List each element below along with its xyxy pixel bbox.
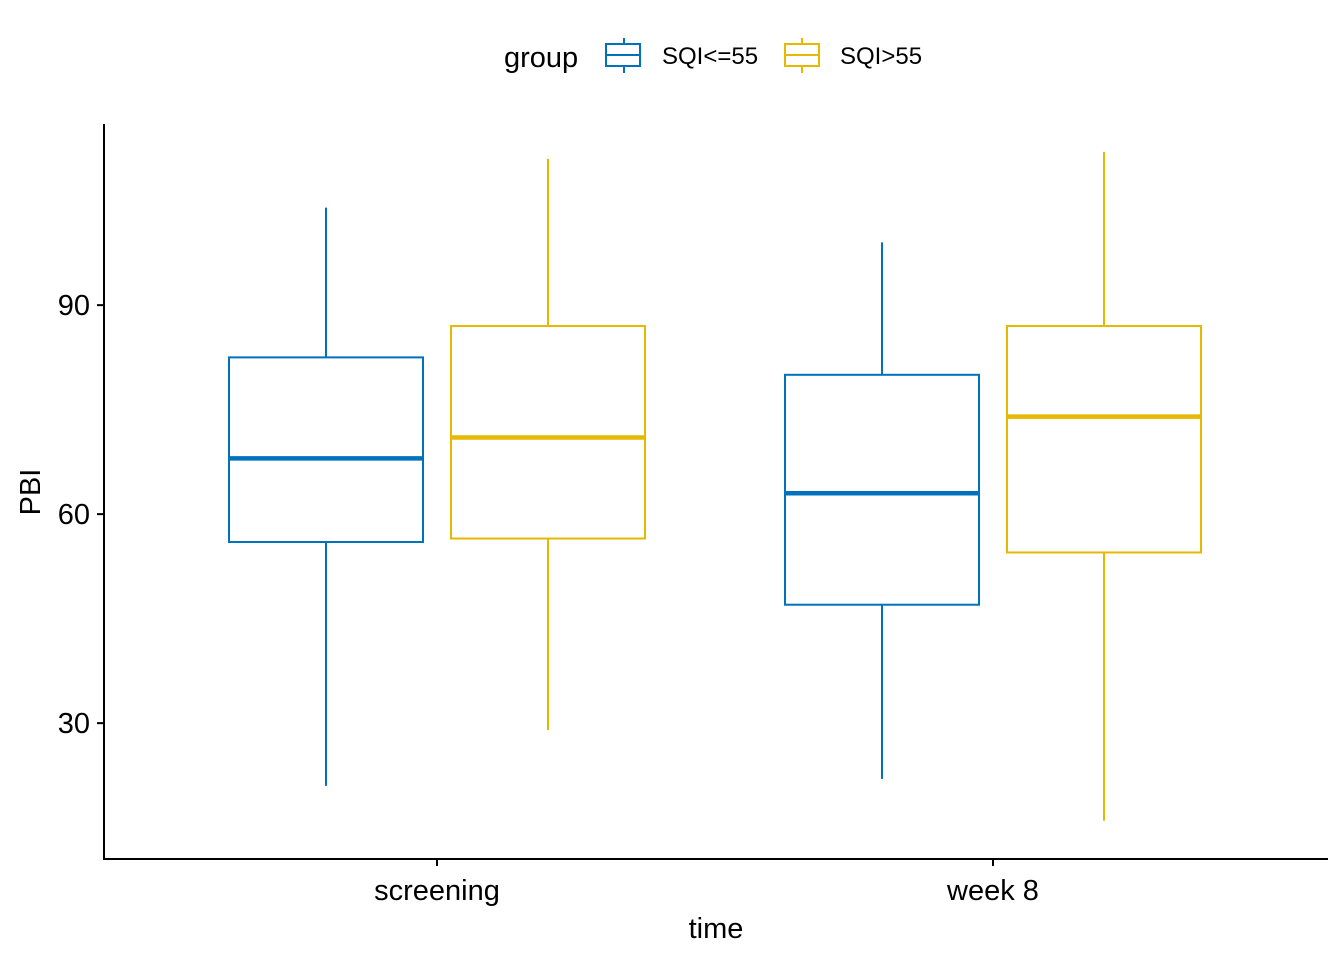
legend-key-sqi-le-55: [605, 38, 641, 73]
box-sqi-le-55-screening: [228, 207, 424, 786]
box-sqi-gt-55-week-8: [1006, 151, 1202, 821]
x-tick-label: screening: [374, 875, 500, 907]
legend: group SQI<=55 SQI>55: [504, 38, 922, 74]
legend-label-sqi-le-55: SQI<=55: [662, 43, 758, 70]
box-sqi-gt-55-screening: [450, 158, 646, 731]
box-iqr: [784, 373, 980, 606]
x-axis-title: time: [689, 913, 744, 945]
box-iqr: [1006, 325, 1202, 554]
boxplots: [228, 151, 1202, 821]
y-tick-label: 60: [58, 499, 90, 531]
legend-key-sqi-gt-55: [784, 38, 820, 73]
box-iqr: [450, 325, 646, 540]
y-axis-title: PBI: [15, 469, 47, 516]
x-tick-label: week 8: [946, 875, 1039, 907]
box-iqr: [228, 356, 424, 544]
y-tick-label: 30: [58, 708, 90, 740]
y-ticks: 30 60 90: [58, 290, 104, 740]
x-ticks: screening week 8: [374, 859, 1039, 907]
legend-title: group: [504, 42, 578, 74]
box-sqi-le-55-week-8: [784, 242, 980, 779]
y-tick-label: 90: [58, 290, 90, 322]
legend-label-sqi-gt-55: SQI>55: [840, 43, 922, 70]
